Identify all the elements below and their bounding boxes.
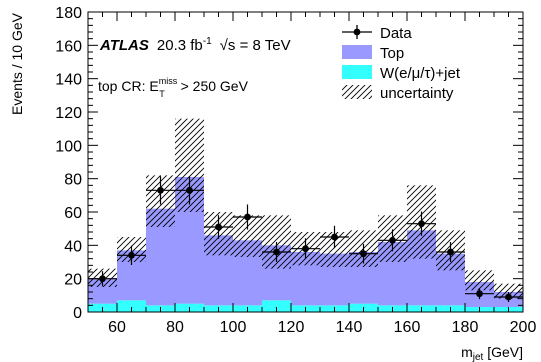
legend-item: Data xyxy=(342,25,412,42)
x-tick-label: 60 xyxy=(108,319,126,336)
data-marker xyxy=(389,236,396,244)
data-point xyxy=(465,288,494,300)
data-point xyxy=(117,245,146,265)
x-tick-label: 160 xyxy=(394,319,421,336)
y-tick-label: 140 xyxy=(55,72,82,89)
bar-wjet xyxy=(262,300,291,312)
data-marker xyxy=(186,186,193,194)
x-axis-label-unit: [GeV] xyxy=(483,344,523,360)
data-marker xyxy=(273,248,280,256)
y-tick-label: 20 xyxy=(64,272,82,289)
legend-label: Data xyxy=(380,25,412,42)
legend-marker xyxy=(353,28,361,36)
legend-item: W(e/μ/τ)+jet xyxy=(342,65,461,82)
y-tick-label: 40 xyxy=(64,238,82,255)
x-axis-label-main: m xyxy=(461,344,473,360)
data-point xyxy=(233,204,262,230)
data-marker xyxy=(99,275,106,283)
x-tick-label: 200 xyxy=(510,319,537,336)
y-tick-label: 180 xyxy=(55,5,82,22)
legend-label: uncertainty xyxy=(380,85,454,102)
sqrt-symbol: √ xyxy=(220,37,229,54)
x-tick-label: 180 xyxy=(452,319,479,336)
x-tick-label: 140 xyxy=(336,319,363,336)
data-point xyxy=(204,215,233,239)
x-tick-label: 80 xyxy=(166,319,184,336)
legend-item: uncertainty xyxy=(342,85,454,102)
data-marker xyxy=(476,290,483,298)
y-tick-label: 60 xyxy=(64,205,82,222)
y-tick-label: 100 xyxy=(55,138,82,155)
data-marker xyxy=(505,293,512,301)
region-sup: miss xyxy=(159,76,178,86)
data-point xyxy=(291,238,320,259)
y-tick-label: 80 xyxy=(64,172,82,189)
y-tick-label: 120 xyxy=(55,105,82,122)
luminosity: 20.3 fb xyxy=(157,37,203,54)
data-point xyxy=(320,225,349,249)
uncertainty-band xyxy=(494,283,523,299)
y-axis-label: Events / 10 GeV xyxy=(9,12,25,115)
axes: 60 80 100 120 140 160 180 200 0 20 40 60 80 100 120 140… xyxy=(9,5,536,362)
region-prefix: top CR: E xyxy=(98,78,159,94)
uncertainty-band xyxy=(465,270,494,291)
data-point xyxy=(146,176,175,205)
data-point xyxy=(349,243,378,264)
data-marker xyxy=(302,245,309,253)
x-axis-label: mjet [GeV] xyxy=(461,344,523,362)
region-label: top CR: Emiss T > 250 GeV xyxy=(98,76,249,99)
plot-area xyxy=(88,118,523,312)
data-point xyxy=(436,242,465,262)
bar-wjet xyxy=(117,300,146,312)
data-marker xyxy=(244,213,251,221)
data-marker xyxy=(128,251,135,259)
data-point xyxy=(262,242,291,262)
y-tick-label: 0 xyxy=(73,305,82,322)
data-marker xyxy=(418,220,425,228)
y-tick-label: 160 xyxy=(55,38,82,55)
legend-item: Top xyxy=(342,45,404,62)
legend-label: W(e/μ/τ)+jet xyxy=(380,65,461,82)
x-tick-label: 100 xyxy=(220,319,247,336)
data-marker xyxy=(447,248,454,256)
x-axis-label-sub: jet xyxy=(472,352,484,362)
data-marker xyxy=(360,250,367,258)
legend-label: Top xyxy=(380,45,404,62)
region-suffix: > 250 GeV xyxy=(177,78,249,94)
data-point xyxy=(175,176,204,205)
luminosity-exponent: -1 xyxy=(203,36,212,47)
legend-swatch xyxy=(342,65,372,79)
atlas-label: ATLAS 20.3 fb-1 √s = 8 TeV xyxy=(99,36,291,54)
legend-swatch xyxy=(342,45,372,59)
data-point xyxy=(407,211,436,236)
data-marker xyxy=(331,233,338,241)
experiment-name: ATLAS xyxy=(99,37,149,54)
data-marker xyxy=(215,223,222,231)
legend-swatch xyxy=(342,85,372,99)
data-point xyxy=(494,292,523,302)
data-marker xyxy=(157,186,164,194)
annotations: ATLAS 20.3 fb-1 √s = 8 TeV top CR: Emiss T >… xyxy=(98,25,461,102)
region-sub: T xyxy=(159,89,165,99)
x-tick-label: 120 xyxy=(278,319,305,336)
data-point xyxy=(378,229,407,252)
energy: s = 8 TeV xyxy=(228,37,291,54)
